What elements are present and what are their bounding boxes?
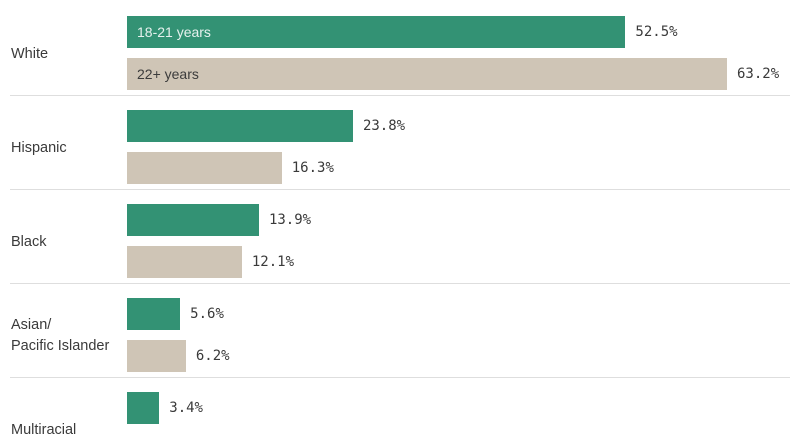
- data-label: 13.9%: [268, 212, 312, 228]
- bar-18-21: [127, 204, 259, 236]
- data-label: 5.6%: [190, 306, 224, 322]
- category-label: White: [11, 45, 49, 62]
- bar-22-plus: [127, 340, 186, 372]
- group-divider: [10, 95, 790, 96]
- data-label: 16.3%: [291, 160, 334, 176]
- bar-18-21: 18-21 years: [127, 16, 626, 48]
- bar-chart: White 18-21 years 52.5% 22+ years 63.2% Hispa…: [10, 16, 790, 438]
- category-label: Asian/Pacific Islander: [11, 317, 110, 354]
- data-label: 12.1%: [251, 254, 295, 270]
- data-label: 63.2%: [737, 66, 780, 82]
- data-label: 3.4%: [169, 400, 203, 416]
- bar-22-plus: [127, 152, 282, 184]
- group-divider: [10, 283, 790, 284]
- legend-label: 22+ years: [137, 66, 199, 82]
- category-label: Multiracial: [11, 421, 77, 438]
- legend-label: 18-21 years: [137, 24, 211, 40]
- category-label: Black: [11, 233, 47, 250]
- bar-18-21: [127, 392, 160, 424]
- group-divider: [10, 377, 790, 378]
- bar-18-21: [127, 110, 353, 142]
- data-label: 52.5%: [635, 24, 678, 40]
- category-label: Hispanic: [11, 139, 67, 156]
- data-label: 6.2%: [195, 348, 230, 364]
- bar-22-plus: 22+ years: [127, 58, 727, 90]
- data-label: 23.8%: [362, 118, 406, 134]
- bar-22-plus: [127, 246, 242, 278]
- group-divider: [10, 189, 790, 190]
- bar-18-21: [127, 298, 181, 330]
